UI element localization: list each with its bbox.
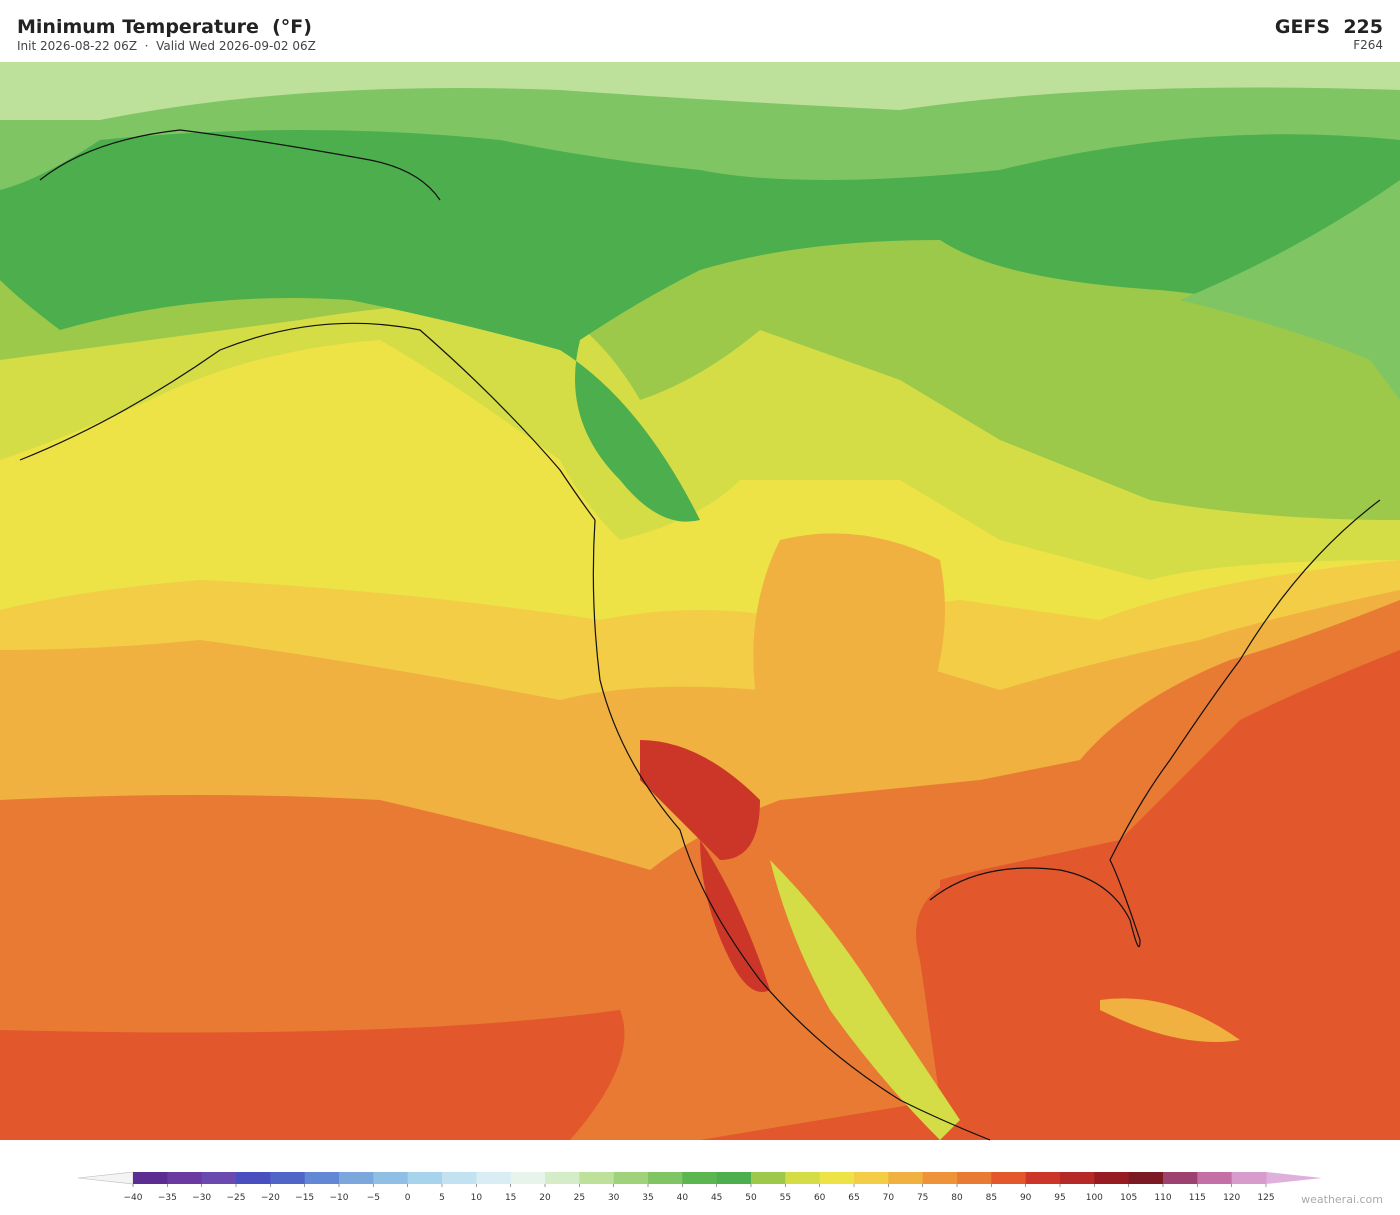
colorbar-bin <box>510 1172 546 1184</box>
colorbar-bin <box>854 1172 889 1184</box>
colorbar-tick-label: 15 <box>505 1193 516 1203</box>
colorbar-bin <box>201 1172 237 1184</box>
colorbar-tick-label: 55 <box>780 1193 791 1203</box>
colorbar-bin <box>476 1172 512 1184</box>
colorbar-tick-label: 75 <box>917 1193 928 1203</box>
colorbar-tick-label: 60 <box>814 1193 826 1203</box>
map <box>0 62 1400 1141</box>
colorbar-bin <box>1094 1172 1130 1184</box>
colorbar-bin <box>1025 1172 1061 1184</box>
colorbar-tick-label: 120 <box>1223 1193 1240 1203</box>
colorbar-bin <box>339 1172 374 1184</box>
forecast-hour: F264 <box>1353 38 1383 52</box>
colorbar-tick-label: 95 <box>1054 1193 1065 1203</box>
colorbar-bin <box>1128 1172 1164 1184</box>
colorbar-tick-label: −35 <box>158 1193 177 1203</box>
colorbar-tick-label: 105 <box>1120 1193 1137 1203</box>
colorbar-tick-label: 0 <box>405 1193 411 1203</box>
colorbar-bin <box>991 1172 1027 1184</box>
colorbar-bin <box>167 1172 203 1184</box>
colorbar-tick-label: −5 <box>367 1193 380 1203</box>
model-name: GEFS 225 <box>1274 16 1383 38</box>
colorbar-tick-label: 115 <box>1189 1193 1206 1203</box>
colorbar-bin <box>304 1172 340 1184</box>
colorbar-bin <box>442 1172 477 1184</box>
colorbar-bin <box>133 1172 168 1184</box>
colorbar-tick-label: 20 <box>539 1193 551 1203</box>
colorbar-tick-label: 30 <box>608 1193 620 1203</box>
colorbar-tick-label: 5 <box>439 1193 445 1203</box>
watermark: weatherai.com <box>1301 1193 1383 1206</box>
colorbar-bin <box>751 1172 786 1184</box>
colorbar-bin <box>922 1172 958 1184</box>
colorbar-tick-label: 10 <box>471 1193 483 1203</box>
colorbar-tick-label: 65 <box>848 1193 859 1203</box>
colorbar-bin <box>1060 1172 1095 1184</box>
colorbar-tick-label: 35 <box>642 1193 653 1203</box>
colorbar-over <box>1266 1172 1322 1184</box>
colorbar: −40 −35 −30 −25 −20 −15 −10 −5 0 5 10 15 20 25 30 35 40 4… <box>77 1171 1322 1203</box>
colorbar-bin <box>613 1172 649 1184</box>
colorbar-tick-label: 45 <box>711 1193 722 1203</box>
map-title: Minimum Temperature (°F) <box>17 16 312 38</box>
colorbar-tick-label: 50 <box>745 1193 757 1203</box>
colorbar-bin <box>957 1172 992 1184</box>
colorbar-bin <box>785 1172 821 1184</box>
colorbar-tick-label: −40 <box>124 1193 143 1203</box>
colorbar-bin <box>1163 1172 1198 1184</box>
colorbar-under <box>77 1171 134 1185</box>
colorbar-tick-label: −30 <box>192 1193 211 1203</box>
colorbar-bin <box>545 1172 580 1184</box>
colorbar-bin <box>888 1172 924 1184</box>
init-time: Init 2026-08-22 06Z <box>17 39 138 53</box>
colorbar-tick-label: −25 <box>227 1193 246 1203</box>
colorbar-bin <box>1197 1172 1233 1184</box>
colorbar-tick-label: 110 <box>1154 1193 1171 1203</box>
colorbar-tick-label: 40 <box>677 1193 689 1203</box>
colorbar-tick-label: −10 <box>330 1193 349 1203</box>
colorbar-bin <box>716 1172 752 1184</box>
subtitle: Init 2026-08-22 06Z · Valid Wed 2026-09-… <box>17 39 316 53</box>
colorbar-tick-label: 100 <box>1086 1193 1103 1203</box>
colorbar-tick-label: 70 <box>883 1193 895 1203</box>
colorbar-tick-label: 25 <box>574 1193 585 1203</box>
colorbar-tick-label: −20 <box>261 1193 280 1203</box>
colorbar-tick-label: 85 <box>986 1193 997 1203</box>
colorbar-tick-label: −15 <box>295 1193 314 1203</box>
colorbar-bin <box>270 1172 306 1184</box>
colorbar-bin <box>648 1172 683 1184</box>
colorbar-tick-label: 125 <box>1257 1193 1274 1203</box>
colorbar-bin <box>373 1172 409 1184</box>
colorbar-tick-label: 80 <box>951 1193 963 1203</box>
colorbar-bin <box>819 1172 855 1184</box>
colorbar-bin <box>1231 1172 1267 1184</box>
colorbar-bin <box>236 1172 271 1184</box>
colorbar-tick-label: 90 <box>1020 1193 1032 1203</box>
valid-time: Valid Wed 2026-09-02 06Z <box>156 39 316 53</box>
colorbar-bin <box>407 1172 443 1184</box>
colorbar-bin <box>579 1172 615 1184</box>
colorbar-bin <box>682 1172 718 1184</box>
